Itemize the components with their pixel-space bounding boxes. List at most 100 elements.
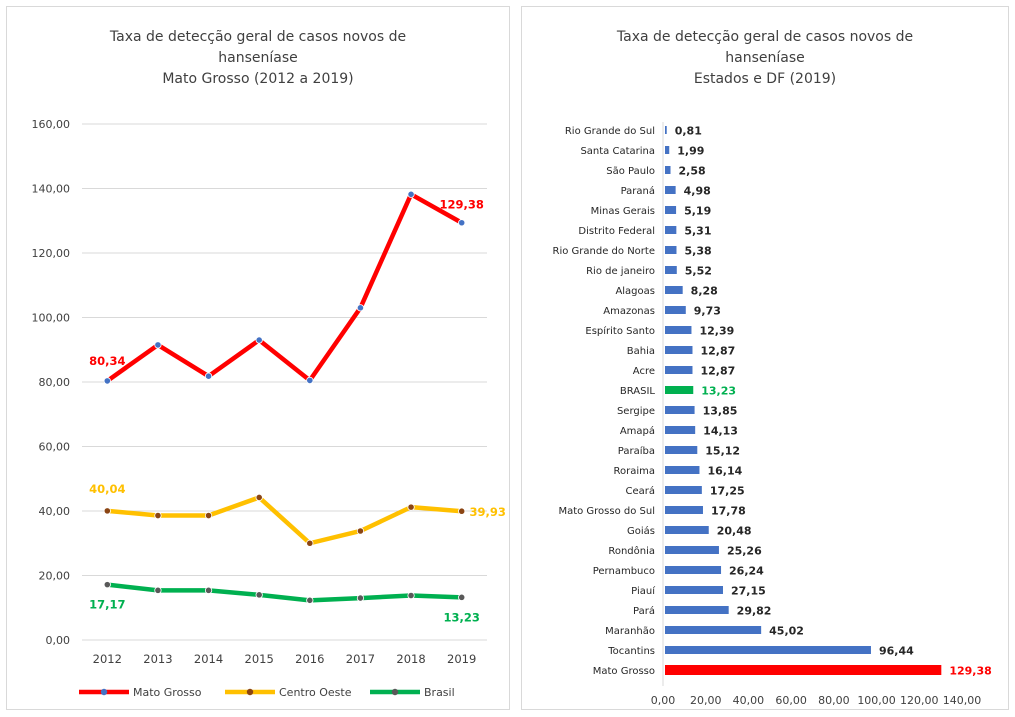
legend-marker: [100, 688, 108, 696]
category-label: Goiás: [627, 525, 655, 537]
category-label: Paraíba: [618, 445, 655, 457]
y-tick-label: 80,00: [39, 376, 71, 389]
category-label: Rio Grande do Norte: [553, 246, 655, 257]
data-label: 17,17: [89, 598, 125, 612]
bar: [665, 406, 695, 414]
bar-value-label: 29,82: [737, 605, 772, 618]
data-point: [306, 376, 314, 384]
category-label: Acre: [633, 366, 655, 377]
bar: [665, 326, 692, 334]
data-point: [255, 591, 263, 599]
bar-chart-title-line-3: Estados e DF (2019): [693, 71, 837, 87]
bar-value-label: 2,58: [679, 165, 706, 178]
bar-value-label: 17,25: [710, 485, 745, 498]
bar: [665, 446, 698, 454]
series-line-centro-oeste: [107, 495, 462, 546]
bar-value-label: 12,39: [699, 325, 734, 338]
bar-chart-title-line-1: Taxa de detecção geral de casos novos de: [616, 29, 914, 45]
bar-value-label: 17,78: [711, 505, 746, 518]
bar: [665, 166, 671, 174]
bar: [665, 246, 677, 254]
data-point: [407, 503, 415, 511]
category-label: Rio Grande do Sul: [565, 126, 655, 137]
category-label: Espírito Santo: [585, 325, 655, 337]
data-point: [356, 594, 365, 602]
y-tick-label: 120,00: [32, 247, 71, 260]
data-point: [103, 507, 111, 515]
data-point: [356, 304, 365, 312]
legend-label: Brasil: [424, 686, 455, 699]
data-label: 39,93: [469, 505, 505, 519]
y-tick-label: 160,00: [32, 118, 71, 131]
bar-value-label: 45,02: [769, 625, 804, 638]
bar-value-label: 5,52: [685, 265, 712, 278]
y-tick-label: 20,00: [39, 570, 71, 583]
bar: [665, 586, 723, 594]
bar-value-label: 9,73: [694, 305, 721, 318]
category-label: Distrito Federal: [578, 226, 655, 237]
x-tick-label: 2016: [295, 652, 324, 666]
bar-value-label: 1,99: [677, 145, 704, 158]
bar-chart-title-line-2: hanseníase: [725, 50, 805, 66]
bar-value-label: 25,26: [727, 545, 762, 558]
data-point: [103, 377, 111, 385]
data-point: [306, 596, 314, 604]
bar-value-label: 27,15: [731, 585, 766, 598]
x-tick-label: 2017: [346, 652, 375, 666]
bar-value-label: 20,48: [717, 525, 752, 538]
category-label: Mato Grosso: [593, 666, 655, 677]
category-label: Rio de janeiro: [586, 266, 655, 277]
bar: [665, 546, 719, 554]
category-label: Ceará: [625, 485, 655, 497]
bar-chart-svg: Rio Grande do Sul 0,81 Santa Catarina 1,99 S…: [553, 122, 992, 707]
category-label: BRASIL: [620, 386, 656, 397]
bar-value-label: 129,38: [949, 665, 991, 678]
bar: [665, 286, 683, 294]
x-tick-label: 100,00: [857, 694, 896, 707]
category-label: Santa Catarina: [580, 146, 655, 157]
x-tick-label: 140,00: [943, 694, 982, 707]
data-label: 40,04: [89, 482, 125, 496]
bar-value-label: 13,23: [701, 385, 736, 398]
bar: [665, 186, 676, 194]
data-point: [154, 511, 162, 520]
bar-value-label: 8,28: [691, 285, 718, 298]
x-tick-label: 2015: [245, 652, 274, 666]
category-label: Piauí: [631, 585, 656, 597]
bar: [665, 526, 709, 534]
data-point: [458, 219, 466, 227]
bar-value-label: 5,38: [684, 245, 711, 258]
bar: [665, 386, 694, 394]
data-point: [204, 586, 213, 594]
legend-label: Centro Oeste: [279, 686, 352, 699]
series-line-brasil: [107, 582, 462, 603]
bar-value-label: 96,44: [879, 645, 914, 658]
category-label: Tocantins: [607, 646, 655, 657]
bar-value-label: 0,81: [675, 125, 702, 138]
category-label: São Paulo: [606, 166, 655, 177]
category-label: Minas Gerais: [591, 206, 655, 217]
bar: [665, 126, 667, 134]
line-chart-title-line-2: hanseníase: [218, 50, 298, 66]
x-tick-label: 60,00: [775, 694, 807, 707]
bar: [665, 426, 696, 434]
bar-value-label: 16,14: [707, 465, 742, 478]
bar-value-label: 14,13: [703, 425, 738, 438]
x-tick-label: 120,00: [900, 694, 939, 707]
data-label: 129,38: [439, 198, 483, 212]
category-label: Rondônia: [608, 545, 655, 557]
category-label: Paraná: [621, 185, 655, 197]
category-label: Sergipe: [617, 406, 655, 417]
data-label: 80,34: [89, 354, 125, 368]
bar: [665, 226, 677, 234]
data-point: [204, 372, 213, 380]
category-label: Mato Grosso do Sul: [558, 506, 655, 517]
bar: [665, 626, 762, 634]
data-point: [356, 527, 365, 535]
bar-value-label: 12,87: [700, 345, 735, 358]
bar: [665, 486, 702, 494]
bar: [665, 146, 670, 154]
category-label: Maranhão: [605, 626, 655, 637]
data-point: [255, 493, 263, 502]
x-tick-label: 0,00: [651, 694, 676, 707]
